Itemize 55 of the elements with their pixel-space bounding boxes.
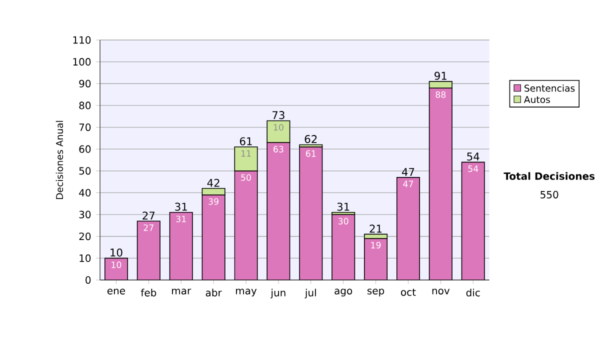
y-tick-label: 110 xyxy=(73,36,91,44)
x-tick-label: ago xyxy=(334,288,352,296)
y-tick-label: 80 xyxy=(79,102,91,110)
data-label: 50 xyxy=(241,174,251,181)
y-tick-label: 90 xyxy=(79,80,91,88)
total-label: 62 xyxy=(304,135,317,144)
total-label: 31 xyxy=(175,202,187,211)
data-label: 47 xyxy=(403,180,413,188)
total-label: 27 xyxy=(142,212,155,220)
x-tick-label: sep xyxy=(367,288,384,296)
x-tick-label: mar xyxy=(172,288,192,294)
y-tick-label: 60 xyxy=(79,145,91,153)
y-tick-label: 100 xyxy=(73,58,91,66)
y-tick-label: 30 xyxy=(79,210,91,218)
data-label: 61 xyxy=(306,150,316,157)
x-tick-label: dic xyxy=(466,288,480,296)
x-tick-label: abr xyxy=(206,288,222,296)
legend-label: Sentencias xyxy=(524,84,575,92)
y-tick-label: 50 xyxy=(79,167,91,175)
total-label: 91 xyxy=(434,72,446,80)
legend-label: Autos xyxy=(524,96,550,104)
y-tick-label: 0 xyxy=(86,276,91,284)
data-label: 19 xyxy=(371,242,381,248)
x-tick-label: jun xyxy=(270,288,286,298)
data-label: 31 xyxy=(176,216,186,222)
y-axis-title: Decisiones Anual xyxy=(56,120,64,199)
data-label: 54 xyxy=(468,166,478,172)
total-label: 47 xyxy=(402,168,414,176)
data-label: 11 xyxy=(241,150,251,157)
text: 550 xyxy=(540,190,558,198)
x-tick-label: ene xyxy=(107,288,126,294)
x-tick-label: nov xyxy=(432,288,450,294)
total-label: 61 xyxy=(240,137,252,146)
total-label: 73 xyxy=(272,111,284,120)
data-label: 88 xyxy=(436,91,446,98)
data-label: 30 xyxy=(338,218,348,224)
total-label: 21 xyxy=(370,224,382,233)
y-tick-label: 10 xyxy=(80,254,91,262)
total-label: 10 xyxy=(110,248,122,257)
y-tick-label: 20 xyxy=(79,232,91,240)
y-tick-label: 70 xyxy=(79,123,91,132)
data-label: 10 xyxy=(274,124,284,131)
data-label: 10 xyxy=(112,262,122,268)
total-label: 54 xyxy=(467,152,480,161)
x-tick-label: oct xyxy=(401,288,416,296)
total-label: 42 xyxy=(207,178,220,187)
data-label: 27 xyxy=(144,224,154,231)
y-tick-label: 40 xyxy=(79,188,91,197)
data-label: 63 xyxy=(274,146,284,152)
x-tick-label: jul xyxy=(304,288,316,298)
data-label: 39 xyxy=(208,198,218,205)
text: Total Decisiones xyxy=(504,172,595,180)
total-label: 31 xyxy=(337,202,350,211)
x-tick-label: may xyxy=(236,288,257,296)
x-tick-label: feb xyxy=(140,288,156,296)
